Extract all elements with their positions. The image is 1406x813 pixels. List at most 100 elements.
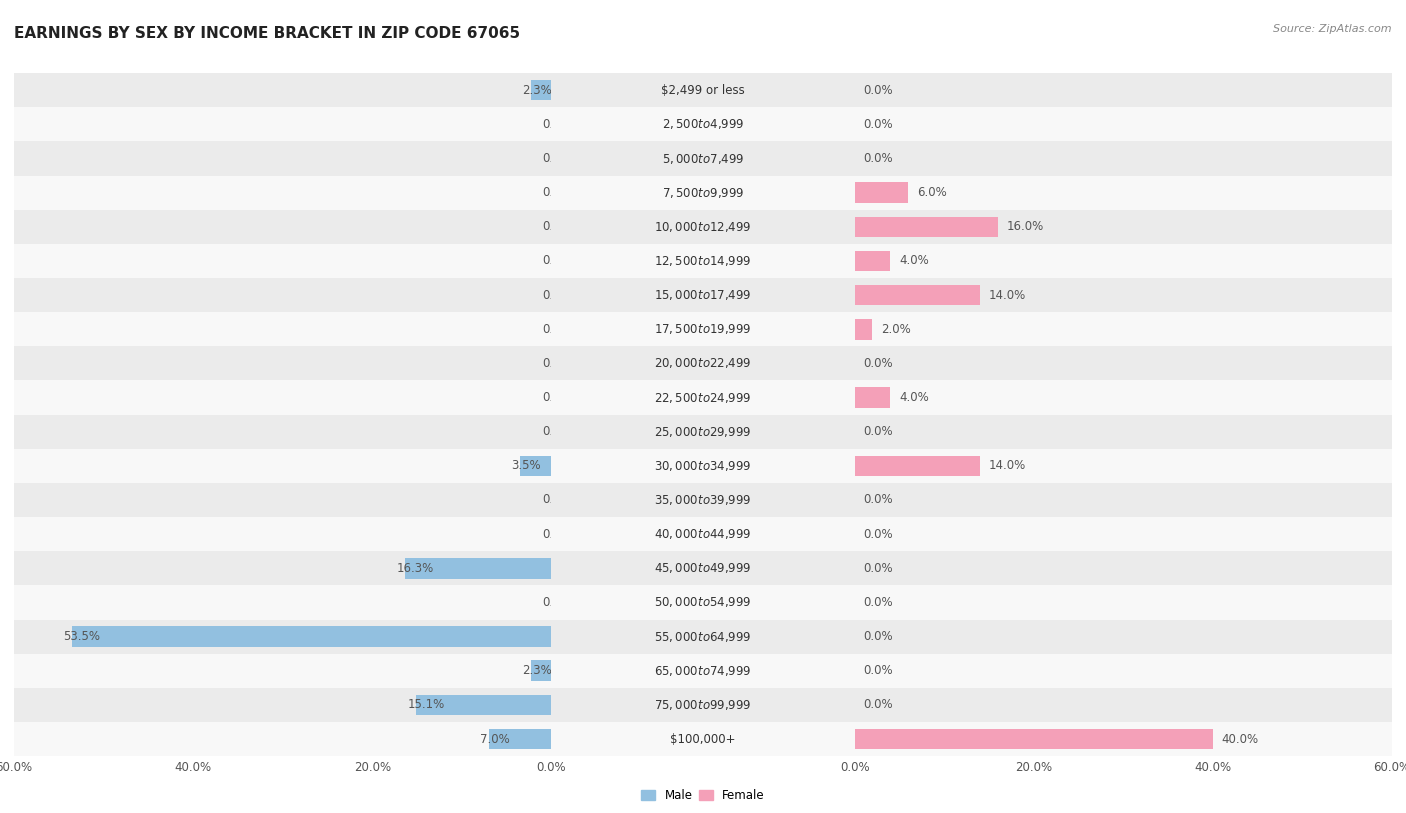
Text: 6.0%: 6.0%	[917, 186, 948, 199]
Bar	[14, 278, 551, 312]
Text: $30,000 to $34,999: $30,000 to $34,999	[654, 459, 752, 473]
Bar	[551, 688, 855, 722]
Text: 0.0%: 0.0%	[543, 254, 572, 267]
Text: $10,000 to $12,499: $10,000 to $12,499	[654, 220, 752, 234]
Bar	[551, 141, 855, 176]
Bar	[14, 585, 551, 620]
Bar	[855, 620, 1392, 654]
Text: 7.0%: 7.0%	[479, 733, 509, 746]
Bar	[14, 73, 551, 107]
Bar	[855, 722, 1392, 756]
Bar	[855, 107, 1392, 141]
Bar	[551, 654, 855, 688]
Text: 15.1%: 15.1%	[408, 698, 444, 711]
Text: 0.0%: 0.0%	[543, 289, 572, 302]
Text: 0.0%: 0.0%	[863, 493, 893, 506]
Bar	[855, 517, 1392, 551]
Text: $20,000 to $22,499: $20,000 to $22,499	[654, 356, 752, 371]
Text: $45,000 to $49,999: $45,000 to $49,999	[654, 561, 752, 576]
Text: 0.0%: 0.0%	[863, 84, 893, 97]
Text: 0.0%: 0.0%	[863, 698, 893, 711]
Text: $12,500 to $14,999: $12,500 to $14,999	[654, 254, 752, 268]
Text: 0.0%: 0.0%	[863, 118, 893, 131]
Text: 0.0%: 0.0%	[863, 596, 893, 609]
Text: 0.0%: 0.0%	[863, 562, 893, 575]
Bar	[855, 654, 1392, 688]
Bar	[14, 346, 551, 380]
Bar	[531, 660, 551, 681]
Text: $100,000+: $100,000+	[671, 733, 735, 746]
Bar	[551, 244, 855, 278]
Bar	[531, 80, 551, 101]
Bar	[855, 415, 1392, 449]
Bar	[14, 380, 551, 415]
Text: 3.5%: 3.5%	[512, 459, 541, 472]
Bar	[14, 449, 551, 483]
Bar	[855, 73, 1392, 107]
Text: EARNINGS BY SEX BY INCOME BRACKET IN ZIP CODE 67065: EARNINGS BY SEX BY INCOME BRACKET IN ZIP…	[14, 26, 520, 41]
Text: $25,000 to $29,999: $25,000 to $29,999	[654, 424, 752, 439]
Bar	[72, 626, 551, 647]
Bar	[855, 216, 998, 237]
Bar	[855, 141, 1392, 176]
Bar	[855, 319, 873, 340]
Bar	[855, 387, 890, 408]
Bar	[14, 654, 551, 688]
Text: 14.0%: 14.0%	[988, 289, 1026, 302]
Text: $40,000 to $44,999: $40,000 to $44,999	[654, 527, 752, 541]
Bar	[855, 278, 1392, 312]
Text: 14.0%: 14.0%	[988, 459, 1026, 472]
Bar	[855, 182, 908, 203]
Bar	[551, 722, 855, 756]
Bar	[855, 250, 890, 272]
Bar	[551, 380, 855, 415]
Text: $7,500 to $9,999: $7,500 to $9,999	[662, 185, 744, 200]
Text: Source: ZipAtlas.com: Source: ZipAtlas.com	[1274, 24, 1392, 34]
Text: 16.0%: 16.0%	[1007, 220, 1045, 233]
Bar	[855, 176, 1392, 210]
Text: 0.0%: 0.0%	[543, 220, 572, 233]
Bar	[14, 141, 551, 176]
Bar	[551, 517, 855, 551]
Text: 16.3%: 16.3%	[396, 562, 433, 575]
Bar	[14, 517, 551, 551]
Bar	[551, 585, 855, 620]
Text: $17,500 to $19,999: $17,500 to $19,999	[654, 322, 752, 337]
Bar	[14, 107, 551, 141]
Text: $2,499 or less: $2,499 or less	[661, 84, 745, 97]
Bar	[855, 483, 1392, 517]
Bar	[551, 107, 855, 141]
Bar	[551, 312, 855, 346]
Bar	[14, 722, 551, 756]
Bar	[855, 312, 1392, 346]
Bar	[416, 694, 551, 715]
Text: 0.0%: 0.0%	[863, 152, 893, 165]
Bar	[520, 455, 551, 476]
Bar	[14, 210, 551, 244]
Text: 0.0%: 0.0%	[543, 425, 572, 438]
Text: $15,000 to $17,499: $15,000 to $17,499	[654, 288, 752, 302]
Text: 0.0%: 0.0%	[543, 391, 572, 404]
Bar	[855, 449, 1392, 483]
Bar	[855, 728, 1213, 750]
Text: 0.0%: 0.0%	[863, 425, 893, 438]
Bar	[855, 455, 980, 476]
Bar	[489, 728, 551, 750]
Bar	[551, 449, 855, 483]
Bar	[551, 551, 855, 585]
Bar	[551, 176, 855, 210]
Text: 0.0%: 0.0%	[863, 357, 893, 370]
Bar	[855, 285, 980, 306]
Bar	[14, 551, 551, 585]
Text: $2,500 to $4,999: $2,500 to $4,999	[662, 117, 744, 132]
Text: 4.0%: 4.0%	[900, 391, 929, 404]
Text: 0.0%: 0.0%	[543, 118, 572, 131]
Text: 53.5%: 53.5%	[63, 630, 100, 643]
Text: 2.3%: 2.3%	[522, 664, 551, 677]
Text: 0.0%: 0.0%	[863, 664, 893, 677]
Legend: Male, Female: Male, Female	[637, 785, 769, 807]
Text: $75,000 to $99,999: $75,000 to $99,999	[654, 698, 752, 712]
Bar	[14, 620, 551, 654]
Bar	[14, 688, 551, 722]
Bar	[405, 558, 551, 579]
